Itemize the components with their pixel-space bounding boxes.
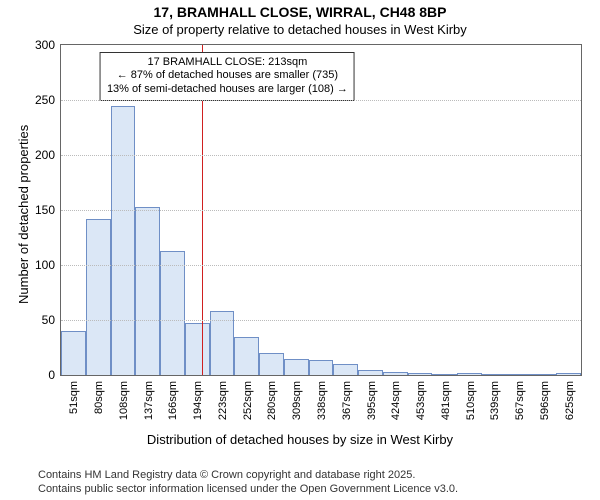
x-tick-label: 567sqm xyxy=(514,375,526,420)
histogram-bar xyxy=(234,337,259,376)
x-tick-label: 280sqm xyxy=(266,375,278,420)
histogram-bar xyxy=(185,323,210,375)
y-tick-label: 100 xyxy=(35,258,61,272)
gridline xyxy=(61,155,581,156)
x-tick-label: 194sqm xyxy=(192,375,204,420)
x-tick-label: 510sqm xyxy=(465,375,477,420)
y-tick-label: 200 xyxy=(35,148,61,162)
footer-attribution: Contains HM Land Registry data © Crown c… xyxy=(38,468,458,497)
histogram-bar xyxy=(284,359,309,376)
histogram-bar xyxy=(111,106,136,376)
page-subtitle: Size of property relative to detached ho… xyxy=(0,22,600,37)
y-tick-label: 300 xyxy=(35,38,61,52)
y-tick-label: 150 xyxy=(35,203,61,217)
histogram-bar xyxy=(160,251,185,375)
page-title: 17, BRAMHALL CLOSE, WIRRAL, CH48 8BP xyxy=(0,4,600,20)
x-tick-label: 166sqm xyxy=(167,375,179,420)
histogram-bar xyxy=(333,364,358,375)
x-tick-label: 108sqm xyxy=(118,375,130,420)
x-tick-label: 338sqm xyxy=(316,375,328,420)
histogram-bar xyxy=(259,353,284,375)
x-tick-label: 51sqm xyxy=(68,375,80,414)
y-tick-label: 0 xyxy=(48,368,61,382)
x-tick-label: 453sqm xyxy=(415,375,427,420)
histogram-bar xyxy=(135,207,160,375)
x-tick-label: 481sqm xyxy=(440,375,452,420)
histogram-bar xyxy=(61,331,86,375)
histogram-bar xyxy=(86,219,111,375)
x-tick-label: 424sqm xyxy=(390,375,402,420)
histogram-plot: 17 BRAMHALL CLOSE: 213sqm← 87% of detach… xyxy=(60,44,582,376)
x-tick-label: 539sqm xyxy=(489,375,501,420)
x-tick-label: 223sqm xyxy=(217,375,229,420)
gridline xyxy=(61,265,581,266)
y-axis-label: Number of detached properties xyxy=(16,125,31,304)
x-tick-label: 80sqm xyxy=(93,375,105,414)
y-tick-label: 250 xyxy=(35,93,61,107)
x-tick-label: 625sqm xyxy=(564,375,576,420)
histogram-bar xyxy=(309,360,334,375)
x-tick-label: 367sqm xyxy=(341,375,353,420)
x-axis-label: Distribution of detached houses by size … xyxy=(0,432,600,447)
x-tick-label: 309sqm xyxy=(291,375,303,420)
gridline xyxy=(61,210,581,211)
x-tick-label: 395sqm xyxy=(366,375,378,420)
gridline xyxy=(61,100,581,101)
x-tick-label: 252sqm xyxy=(242,375,254,420)
y-tick-label: 50 xyxy=(42,313,61,327)
annotation-box: 17 BRAMHALL CLOSE: 213sqm← 87% of detach… xyxy=(100,52,355,101)
gridline xyxy=(61,320,581,321)
x-tick-label: 137sqm xyxy=(143,375,155,420)
x-tick-label: 596sqm xyxy=(539,375,551,420)
